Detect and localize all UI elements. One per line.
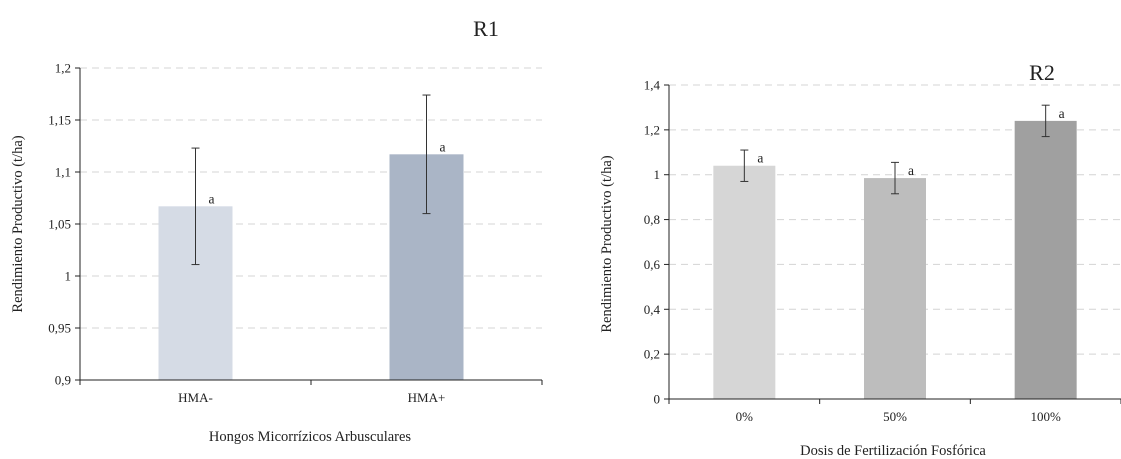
y-tick-labels-r1: 0,9 0,95 1 1,05 1,1 1,15 1,2 — [48, 61, 71, 388]
panel-label-r1: R1 — [473, 16, 499, 41]
axes-r1 — [75, 67, 543, 385]
axes-r2 — [664, 84, 1121, 404]
y-tick-label-r1: 1,1 — [55, 165, 71, 180]
y-tick-labels-r2: 0 0,2 0,4 0,6 0,8 1 1,2 1,4 — [644, 78, 661, 407]
x-tick-label-r2-2: 50% — [883, 409, 907, 424]
significance-labels-r1: aa — [209, 139, 446, 206]
panel-label-r2: R2 — [1029, 60, 1055, 85]
y-tick-label-r2: 1 — [654, 167, 661, 182]
y-tick-label-r2: 0,4 — [644, 302, 661, 317]
x-axis-title-r2: Dosis de Fertilización Fosfórica — [800, 443, 986, 459]
x-tick-labels-r2: 0% 50% 100% — [736, 409, 1061, 424]
error-bars-r1 — [191, 94, 431, 266]
significance-label-r2-2: a — [908, 163, 914, 178]
significance-label-r1-1: a — [209, 191, 215, 206]
y-tick-label-r1: 1,2 — [55, 61, 71, 76]
significance-labels-r2: a a a — [757, 106, 1064, 178]
y-tick-label-r2: 1,4 — [644, 78, 661, 93]
y-axis-title-r2: Rendimiento Productivo (t/ha) — [599, 155, 615, 332]
chart-r2: R2 a a a 0 0,2 0,4 0,6 0,8 1 1,2 1,4 0% 50% 100% Re… — [599, 60, 1121, 459]
x-tick-label-r1-1: HMA- — [178, 390, 213, 405]
error-bars-r2 — [740, 104, 1050, 195]
gridlines-r1 — [80, 67, 542, 329]
significance-label-r2-3: a — [1059, 106, 1065, 121]
x-tick-label-r2-1: 0% — [736, 409, 754, 424]
y-tick-label-r2: 0,2 — [644, 347, 660, 362]
bars-r2 — [713, 120, 1077, 399]
y-tick-label-r2: 0,6 — [644, 257, 661, 272]
x-tick-label-r2-3: 100% — [1030, 409, 1061, 424]
y-tick-label-r1: 0,9 — [55, 373, 71, 388]
bar-r2-1 — [713, 165, 776, 399]
y-tick-label-r1: 1,05 — [48, 217, 71, 232]
y-tick-label-r1: 1 — [65, 269, 72, 284]
x-tick-label-r1-2: HMA+ — [408, 390, 446, 405]
y-tick-label-r1: 0,95 — [48, 321, 71, 336]
bar-r2-3 — [1014, 120, 1077, 399]
significance-label-r1-2: a — [440, 139, 446, 154]
y-tick-label-r1: 1,15 — [48, 113, 71, 128]
bars-r1 — [158, 154, 464, 380]
x-axis-title-r1: Hongos Micorrízicos Arbusculares — [209, 429, 412, 445]
y-axis-title-r1: Rendimiento Productivo (t/ha) — [10, 135, 26, 312]
significance-label-r2-1: a — [757, 151, 763, 166]
y-tick-label-r2: 1,2 — [644, 122, 660, 137]
y-tick-label-r2: 0,8 — [644, 212, 660, 227]
x-tick-labels-r1: HMA- HMA+ — [178, 390, 445, 405]
bar-r2-2 — [864, 178, 926, 399]
y-tick-label-r2: 0 — [654, 392, 661, 407]
